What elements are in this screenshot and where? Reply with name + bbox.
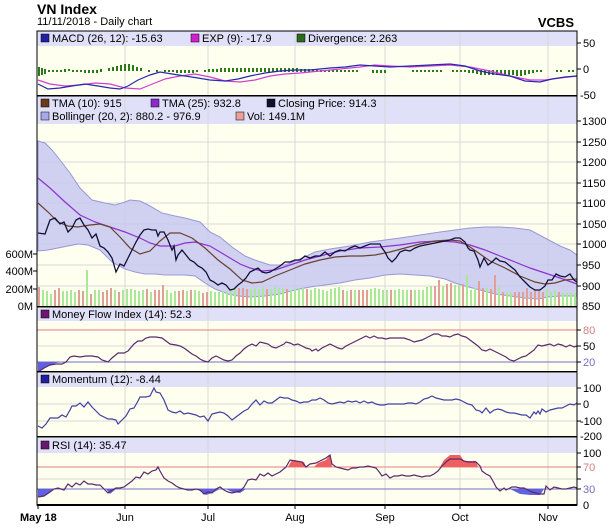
x-tick-label: May 18 [20, 512, 57, 524]
rsi-line [37, 453, 578, 498]
mfi-axis: 80 50 20 [577, 325, 595, 369]
momentum-axis: 100 0 -100 -200 [577, 383, 602, 443]
legend-tma10: TMA (10): 915 [52, 98, 122, 110]
axis-tick: 1300 [582, 116, 606, 128]
axis-tick: 0 [583, 500, 589, 512]
momentum-line [37, 386, 578, 429]
axis-tick: 1000 [582, 239, 606, 251]
axis-tick: 80 [583, 325, 595, 337]
rsi-panel: RSI (14): 35.47 100 70 30 0 [36, 436, 601, 512]
axis-tick: 1200 [582, 157, 606, 169]
chart-title: VN Index [37, 1, 97, 17]
axis-tick: 1050 [582, 219, 606, 231]
mfi-legend: Money Flow Index (14): 52.3 [40, 309, 191, 321]
volume-axis: 600M 400M 200M 0M [5, 249, 37, 313]
legend-closing-price: Closing Price: 914.3 [278, 98, 376, 110]
price-legend: TMA (10): 915 TMA (25): 932.8 Closing Pr… [40, 98, 376, 123]
legend-bollinger: Bollinger (20, 2): 880.2 - 976.9 [52, 111, 201, 123]
x-tick-label: Jul [201, 512, 215, 524]
brand-label: VCBS [537, 15, 574, 30]
axis-tick: -100 [580, 416, 602, 428]
macd-panel: MACD (26, 12): -15.63 EXP (9): -17.9 Div… [36, 30, 596, 102]
axis-tick: 70 [583, 462, 595, 474]
legend-divergence: Divergence: 2.263 [308, 33, 397, 45]
mfi-line [37, 333, 578, 373]
axis-tick: 0M [18, 301, 33, 313]
macd-line [37, 63, 578, 90]
axis-tick: 400M [5, 266, 33, 278]
axis-tick: 1250 [582, 137, 606, 149]
legend-macd: MACD (26, 12): -15.63 [52, 33, 163, 45]
axis-tick: -50 [580, 90, 596, 102]
axis-tick: 950 [582, 260, 600, 272]
legend-momentum: Momentum (12): -8.44 [52, 374, 161, 386]
x-tick-label: Oct [451, 512, 468, 524]
macd-axis: 50 0 -50 [577, 38, 596, 102]
rsi-axis: 100 70 30 0 [577, 448, 601, 512]
momentum-panel: Momentum (12): -8.44 100 0 -100 -200 [36, 371, 602, 443]
axis-tick: 100 [583, 383, 601, 395]
axis-tick: 0 [583, 64, 589, 76]
legend-exp: EXP (9): -17.9 [202, 33, 272, 45]
chart-subtitle: 11/11/2018 - Daily chart [37, 16, 153, 28]
axis-tick: 50 [583, 341, 595, 353]
axis-tick: 200M [5, 284, 33, 296]
axis-tick: 1150 [582, 178, 606, 190]
axis-tick: 600M [5, 249, 33, 261]
x-tick-label: Sep [375, 512, 395, 524]
axis-tick: 30 [583, 484, 595, 496]
tma10-line [37, 202, 578, 285]
x-tick-label: Nov [538, 512, 558, 524]
volume-bars [38, 270, 576, 306]
axis-tick: 100 [583, 448, 601, 460]
axis-tick: 850 [582, 301, 600, 313]
mfi-panel: Money Flow Index (14): 52.3 80 50 20 [36, 306, 595, 373]
axis-tick: 900 [582, 281, 600, 293]
legend-volume: Vol: 149.1M [247, 111, 305, 123]
axis-tick: 1100 [582, 198, 606, 210]
macd-legend: MACD (26, 12): -15.63 EXP (9): -17.9 Div… [40, 33, 397, 45]
exp-line [37, 64, 578, 90]
axis-tick: 20 [583, 357, 595, 369]
price-axis: 1300 1250 1200 1150 1100 1050 1000 950 9… [577, 116, 606, 313]
x-tick-label: Aug [285, 512, 305, 524]
axis-tick: 0 [583, 399, 589, 411]
legend-rsi: RSI (14): 35.47 [52, 440, 127, 452]
x-axis: May 18 Jun Jul Aug Sep Oct Nov [20, 505, 558, 524]
closing-price-line [37, 217, 578, 291]
momentum-legend: Momentum (12): -8.44 [40, 374, 161, 386]
rsi-legend: RSI (14): 35.47 [40, 440, 127, 452]
x-tick-label: Jun [116, 512, 134, 524]
axis-tick: 50 [583, 38, 595, 50]
price-panel: TMA (10): 915 TMA (25): 932.8 Closing Pr… [5, 95, 606, 313]
axis-tick: -200 [580, 431, 602, 443]
legend-mfi: Money Flow Index (14): 52.3 [52, 309, 191, 321]
tma25-line [37, 177, 578, 285]
legend-tma25: TMA (25): 932.8 [162, 98, 241, 110]
